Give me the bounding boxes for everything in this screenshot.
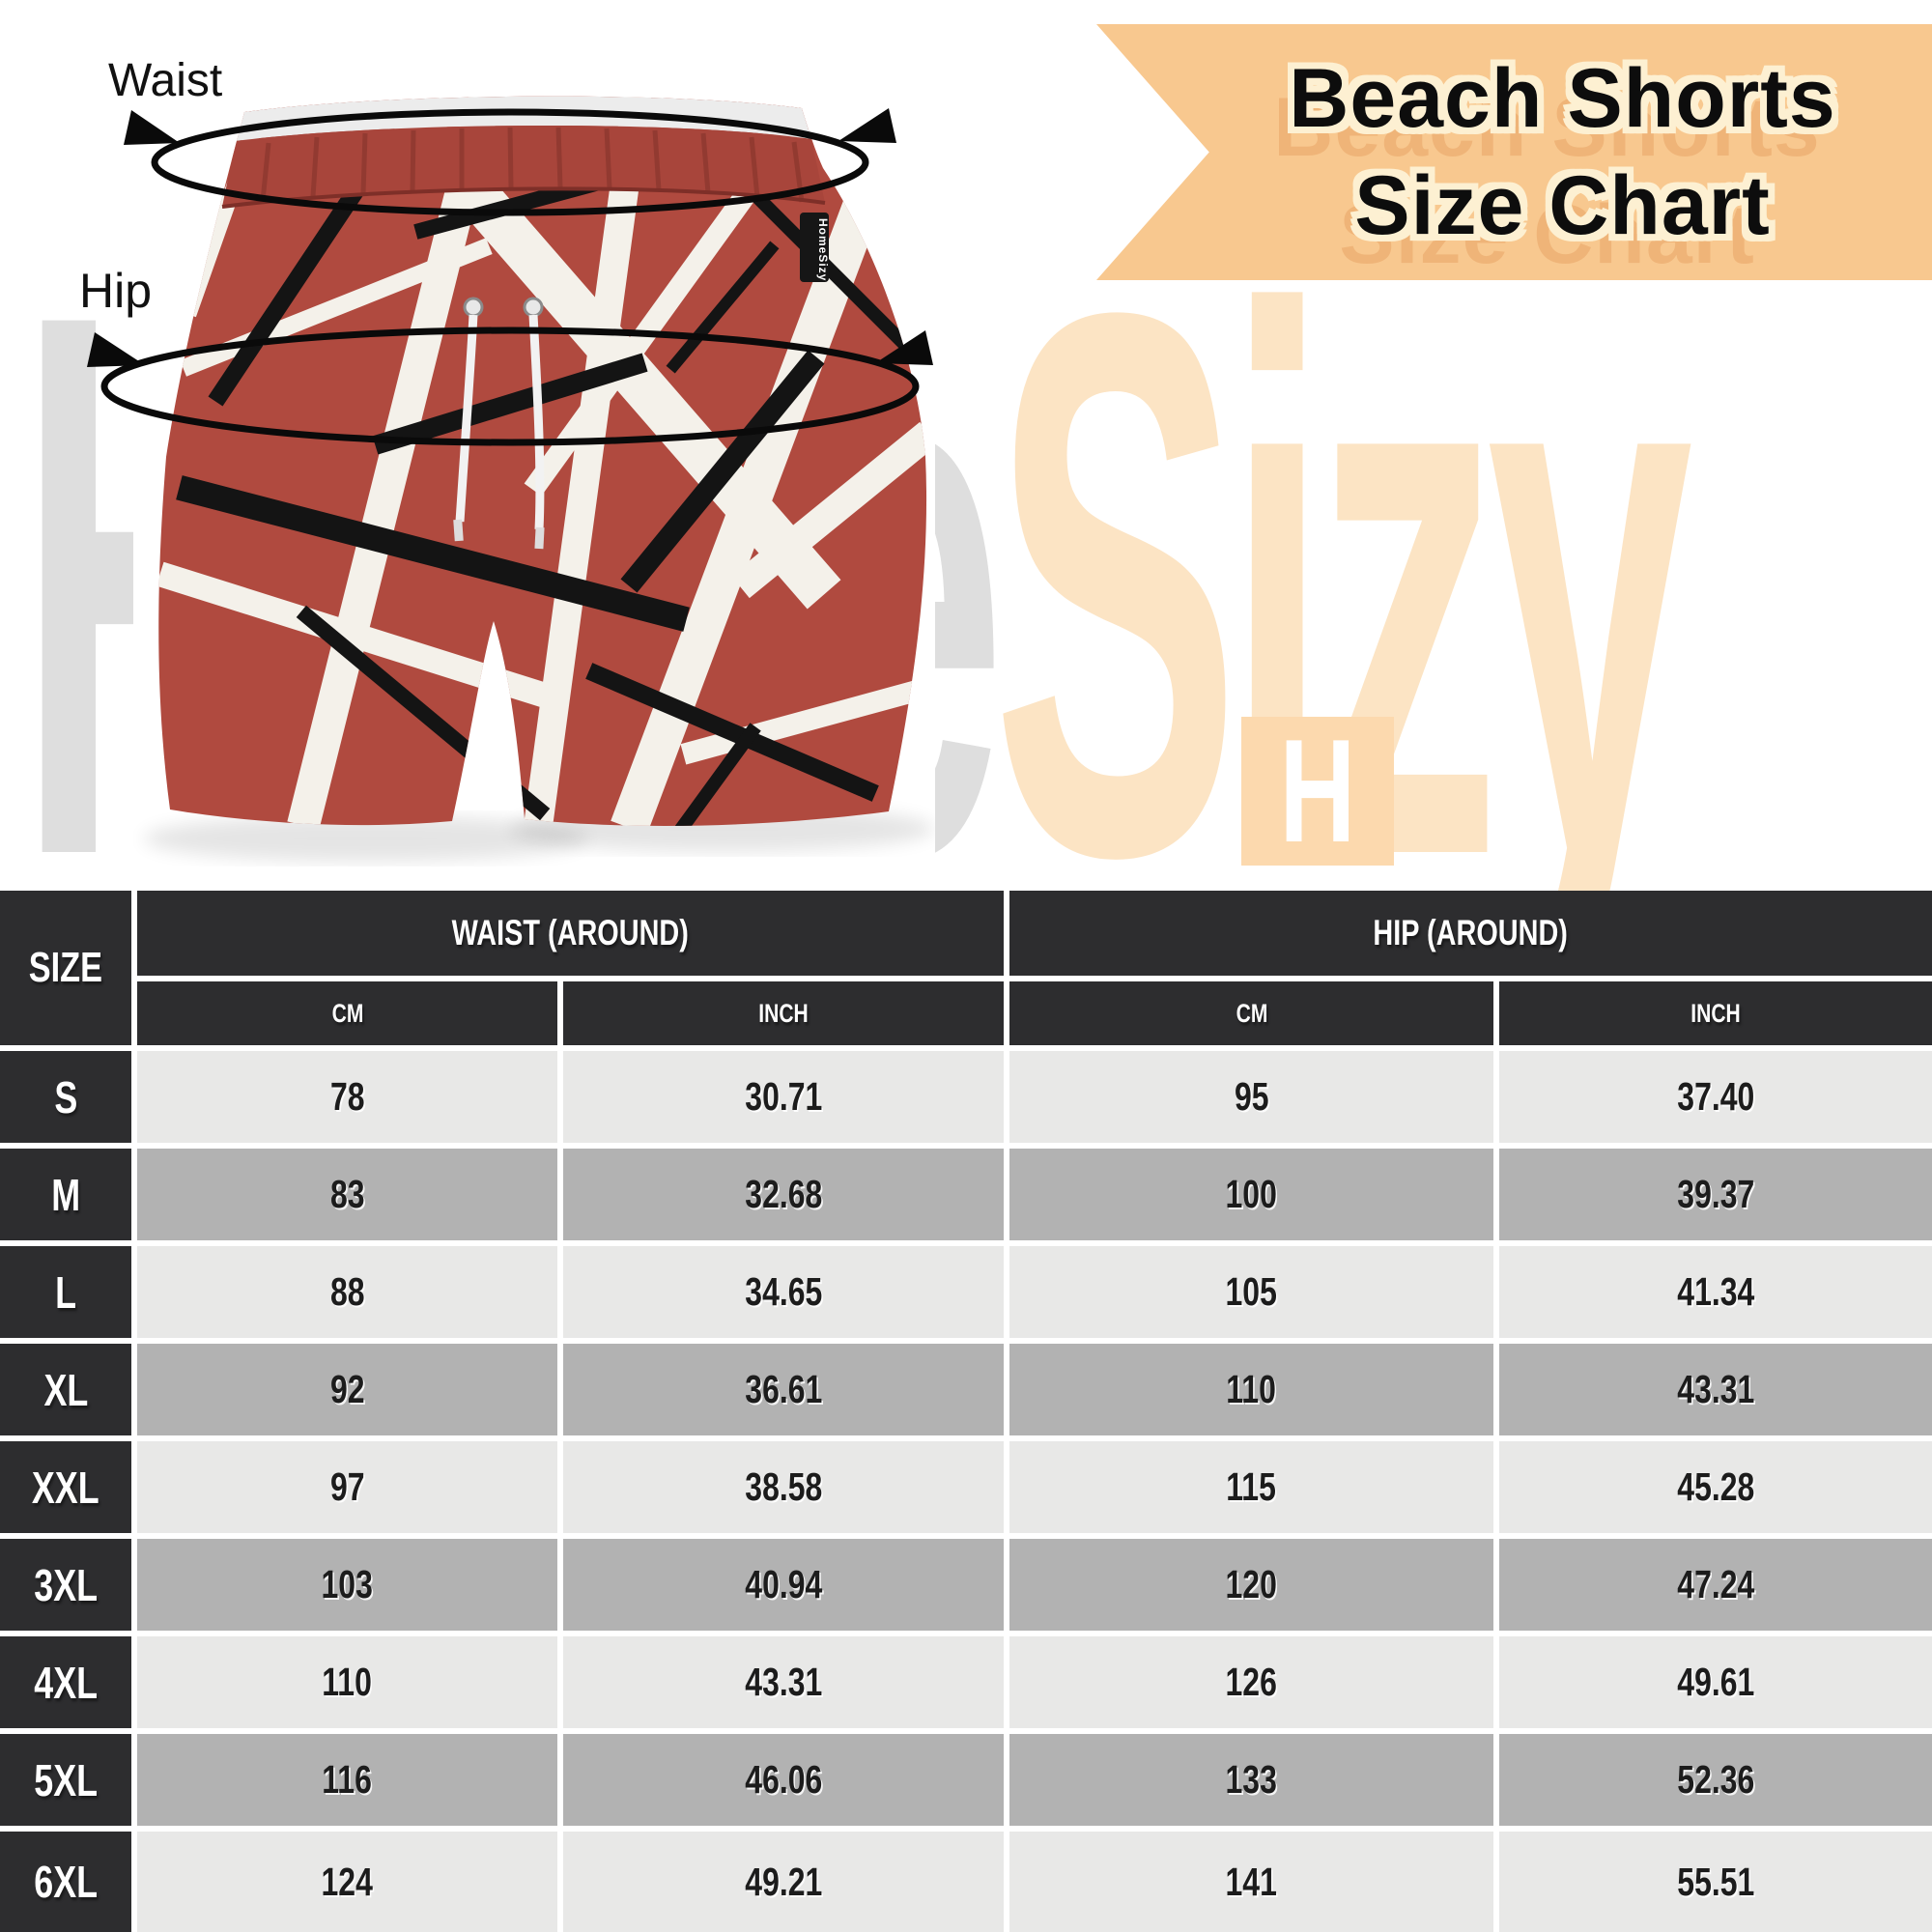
table-cell: 34.65 — [563, 1246, 1004, 1338]
brand-logo-letter: H — [1279, 709, 1356, 873]
row-size-label: S — [0, 1051, 131, 1143]
row-size-label: XXL — [0, 1441, 131, 1533]
table-cell: 30.71 — [563, 1051, 1004, 1143]
table-cell: 46.06 — [563, 1734, 1004, 1826]
shorts-shadow — [143, 815, 587, 862]
table-cell: 100 — [1009, 1149, 1493, 1240]
table-cell: 126 — [1009, 1636, 1493, 1728]
shorts-product-photo: HomeSizy — [133, 75, 935, 867]
shorts-fabric — [158, 96, 927, 826]
unit-header-waist-cm: CM — [137, 981, 557, 1045]
row-size-label: 6XL — [0, 1832, 131, 1932]
title-banner: Beach Shorts Size Chart — [1096, 24, 1932, 280]
row-size-label: 3XL — [0, 1539, 131, 1631]
brand-tag: HomeSizy — [800, 213, 830, 282]
table-cell: 95 — [1009, 1051, 1493, 1143]
size-chart-table: SIZE WAIST (AROUND) HIP (AROUND) CM INCH… — [0, 891, 1932, 1932]
row-size-label: M — [0, 1149, 131, 1240]
row-size-label: 5XL — [0, 1734, 131, 1826]
waist-label: Waist — [108, 55, 223, 106]
banner-title-line2: Size Chart — [1354, 158, 1771, 252]
column-header-size: SIZE — [0, 891, 131, 1045]
table-cell: 40.94 — [563, 1539, 1004, 1631]
table-cell: 36.61 — [563, 1344, 1004, 1435]
table-cell: 32.68 — [563, 1149, 1004, 1240]
unit-header-waist-inch: INCH — [563, 981, 1004, 1045]
table-cell: 83 — [137, 1149, 557, 1240]
table-cell: 124 — [137, 1832, 557, 1932]
watermark-part-peach: Sizy — [992, 153, 1692, 1016]
section-header-hip: HIP (AROUND) — [1009, 891, 1932, 976]
row-size-label: XL — [0, 1344, 131, 1435]
table-cell: 45.28 — [1499, 1441, 1932, 1533]
banner-title-line1: Beach Shorts — [1289, 52, 1836, 146]
table-cell: 92 — [137, 1344, 557, 1435]
table-cell: 52.36 — [1499, 1734, 1932, 1826]
shorts-illustration: HomeSizy — [143, 96, 935, 862]
section-header-waist: WAIST (AROUND) — [137, 891, 1004, 976]
table-cell: 37.40 — [1499, 1051, 1932, 1143]
table-cell: 47.24 — [1499, 1539, 1932, 1631]
row-size-label: L — [0, 1246, 131, 1338]
table-cell: 110 — [137, 1636, 557, 1728]
table-cell: 43.31 — [563, 1636, 1004, 1728]
table-cell: 141 — [1009, 1832, 1493, 1932]
table-cell: 38.58 — [563, 1441, 1004, 1533]
unit-header-hip-inch: INCH — [1499, 981, 1932, 1045]
table-cell: 49.21 — [563, 1832, 1004, 1932]
table-cell: 49.61 — [1499, 1636, 1932, 1728]
table-cell: 105 — [1009, 1246, 1493, 1338]
hip-label: Hip — [79, 264, 153, 318]
table-cell: 55.51 — [1499, 1832, 1932, 1932]
table-cell: 43.31 — [1499, 1344, 1932, 1435]
table-cell: 78 — [137, 1051, 557, 1143]
table-cell: 97 — [137, 1441, 557, 1533]
unit-header-hip-cm: CM — [1009, 981, 1493, 1045]
table-cell: 39.37 — [1499, 1149, 1932, 1240]
table-cell: 103 — [137, 1539, 557, 1631]
table-cell: 133 — [1009, 1734, 1493, 1826]
table-cell: 88 — [137, 1246, 557, 1338]
table-cell: 110 — [1009, 1344, 1493, 1435]
brand-tag-text: HomeSizy — [816, 218, 830, 281]
table-cell: 120 — [1009, 1539, 1493, 1631]
table-cell: 116 — [137, 1734, 557, 1826]
table-cell: 115 — [1009, 1441, 1493, 1533]
row-size-label: 4XL — [0, 1636, 131, 1728]
brand-logo: H — [1241, 717, 1394, 866]
table-cell: 41.34 — [1499, 1246, 1932, 1338]
